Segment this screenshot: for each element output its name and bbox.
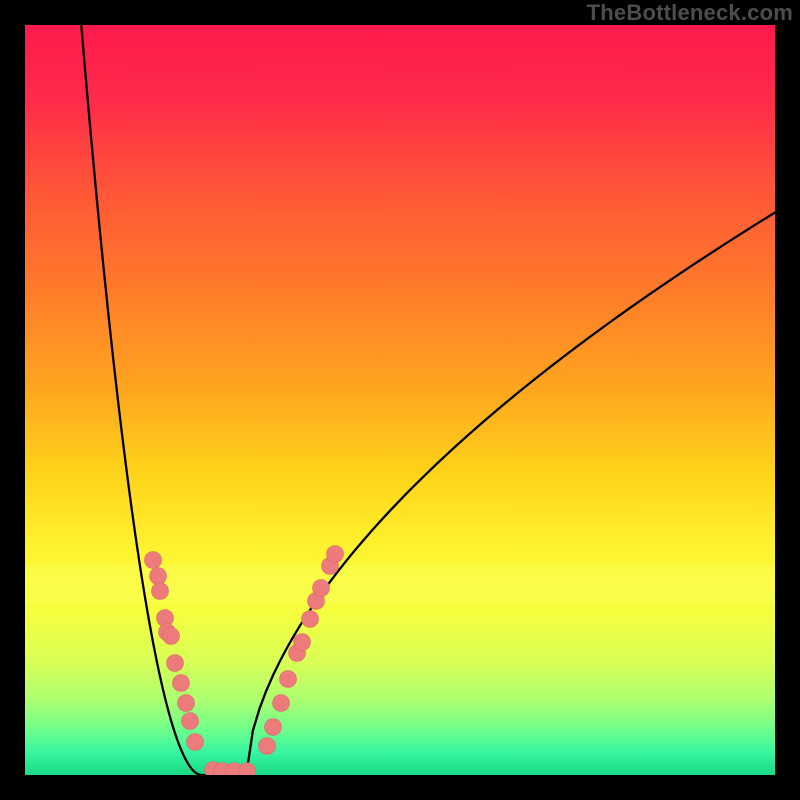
data-marker <box>182 713 199 730</box>
data-marker <box>178 695 195 712</box>
data-marker <box>150 568 167 585</box>
data-marker <box>173 675 190 692</box>
data-marker <box>187 734 204 751</box>
data-marker <box>280 671 297 688</box>
bottleneck-curve-chart <box>0 0 800 800</box>
data-marker <box>163 628 180 645</box>
data-marker <box>273 695 290 712</box>
data-marker <box>302 611 319 628</box>
highlight-band <box>25 565 775 603</box>
data-marker <box>265 719 282 736</box>
data-marker <box>327 546 344 563</box>
plot-background <box>25 25 775 775</box>
chart-container: TheBottleneck.com <box>0 0 800 800</box>
data-marker <box>152 583 169 600</box>
watermark-text: TheBottleneck.com <box>587 0 793 26</box>
data-marker <box>259 738 276 755</box>
data-marker <box>167 655 184 672</box>
data-marker <box>294 634 311 651</box>
data-marker <box>313 580 330 597</box>
data-marker <box>145 552 162 569</box>
